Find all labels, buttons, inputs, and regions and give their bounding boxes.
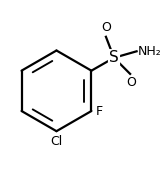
Text: O: O	[126, 76, 136, 89]
Text: S: S	[109, 50, 119, 65]
Text: Cl: Cl	[50, 135, 63, 148]
Text: NH₂: NH₂	[137, 45, 161, 58]
Text: O: O	[101, 21, 111, 34]
Text: F: F	[95, 105, 103, 117]
